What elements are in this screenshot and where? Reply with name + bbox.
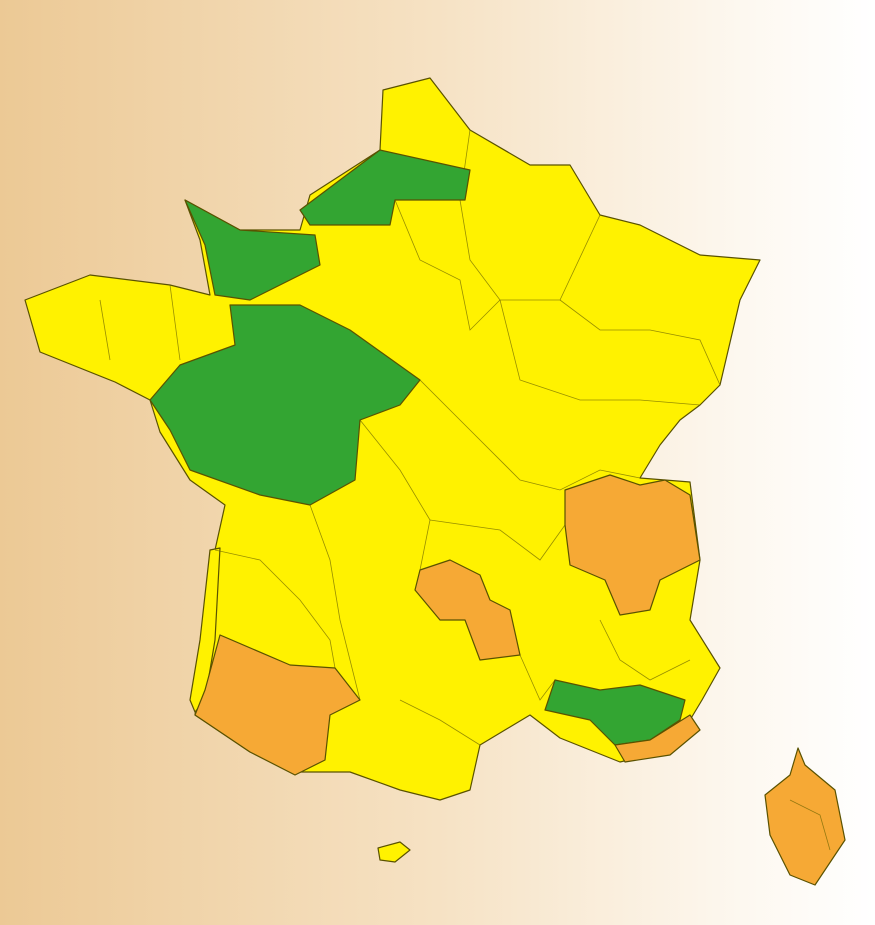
region-island-south (377, 841, 411, 863)
region-massif-central (414, 559, 521, 661)
region-alps (564, 474, 701, 616)
region-normandy-east-picardy (299, 149, 471, 226)
corsica-border (789, 799, 831, 851)
department-borders (99, 129, 721, 746)
region-centre-west (149, 304, 421, 506)
region-south-west (194, 634, 361, 776)
region-var-coast (614, 714, 701, 763)
region-corsica (764, 747, 846, 886)
region-normandy-west (184, 199, 321, 301)
